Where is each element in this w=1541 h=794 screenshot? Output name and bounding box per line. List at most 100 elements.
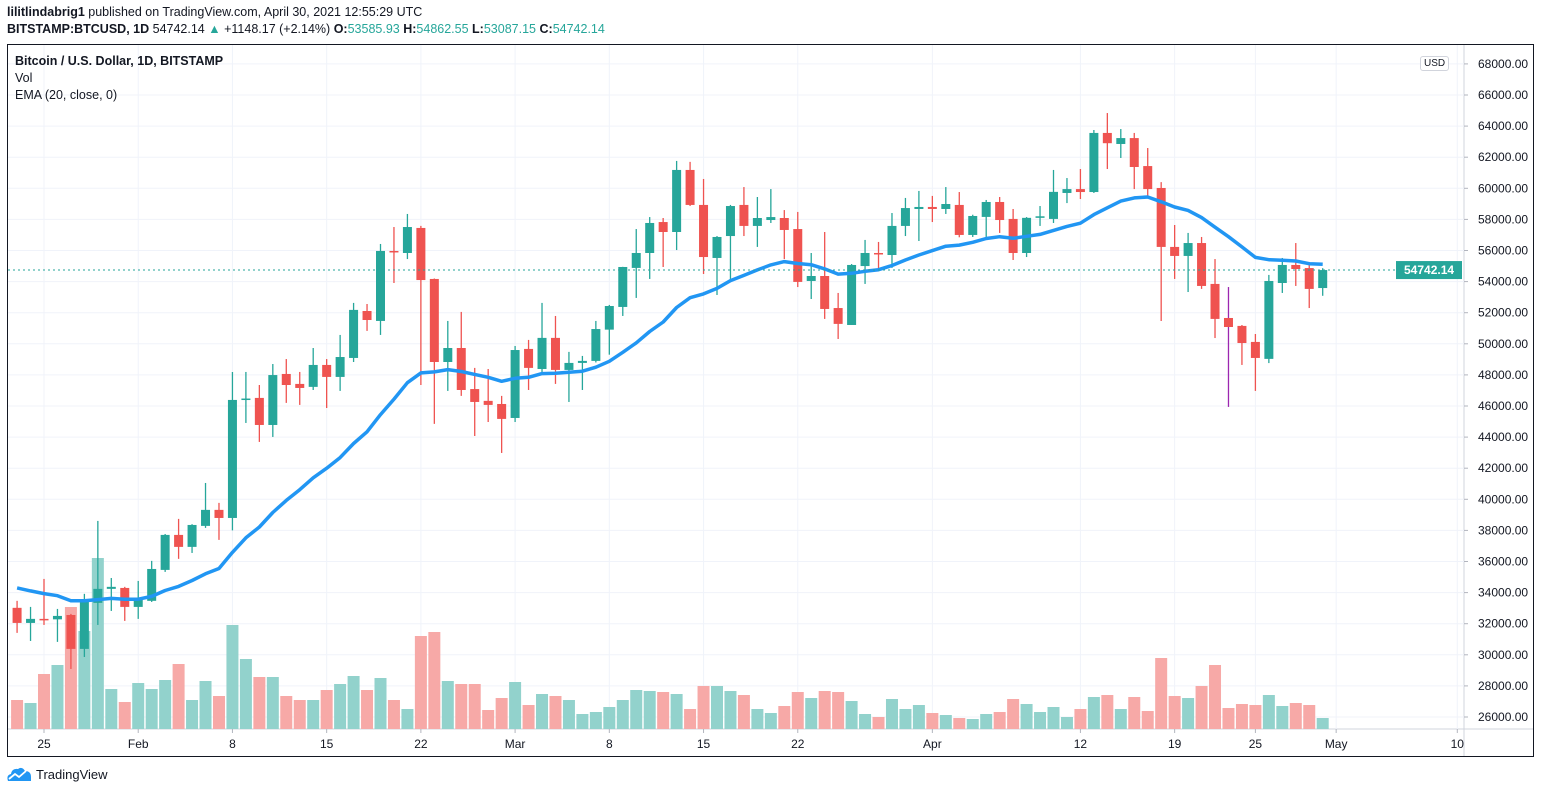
volume-bar	[1007, 699, 1020, 729]
candle-body	[672, 169, 682, 232]
volume-bar	[872, 717, 885, 729]
price-tick-label: 52000.00	[1478, 306, 1528, 320]
candle-body	[483, 400, 493, 405]
volume-bar	[212, 696, 225, 729]
time-axis[interactable]: 25 Feb 8 15 22 Mar 8 15 22 Apr 12 19 25 May 10	[37, 729, 1464, 751]
volume-bar	[1060, 717, 1073, 729]
candle-body	[685, 169, 695, 205]
volume-bar	[455, 684, 468, 729]
volume-bar	[1047, 707, 1060, 729]
volume-bar	[105, 689, 118, 729]
volume-bar	[791, 692, 804, 729]
price-tick-label: 44000.00	[1478, 430, 1528, 444]
volume-bar	[1101, 695, 1114, 729]
candle-body	[402, 227, 412, 253]
candle-body	[1089, 132, 1099, 193]
candle-body	[699, 204, 709, 258]
tradingview-logo[interactable]: TradingView	[6, 766, 108, 782]
candle-body	[443, 347, 453, 362]
price-tick-label: 48000.00	[1478, 368, 1528, 382]
legend-ema[interactable]: EMA (20, close, 0)	[15, 88, 118, 102]
volume-bar	[832, 692, 845, 729]
price-tick-label: 56000.00	[1478, 244, 1528, 258]
candle-body	[618, 266, 628, 307]
price-tick-label: 58000.00	[1478, 212, 1528, 226]
time-tick-label: 15	[697, 737, 711, 751]
volume-bar	[172, 664, 185, 729]
candle-body	[510, 350, 520, 418]
price-tick-label: 64000.00	[1478, 119, 1528, 133]
candle-body	[456, 347, 466, 390]
price-tick-label: 68000.00	[1478, 57, 1528, 71]
volume-bar	[993, 712, 1006, 729]
volume-bar	[589, 712, 602, 729]
price-tick-label: 42000.00	[1478, 461, 1528, 475]
time-tick-label: Apr	[923, 737, 942, 751]
candle-body	[133, 599, 143, 607]
symbol-label: BITSTAMP:BTCUSD, 1D	[7, 22, 150, 36]
candle-body	[833, 308, 843, 324]
volume-bar	[239, 659, 252, 729]
volume-bar	[361, 690, 374, 729]
volume-bar	[509, 682, 522, 729]
candle-body	[766, 217, 776, 221]
candle-body	[1210, 283, 1220, 319]
time-tick-label: 10	[1451, 737, 1465, 751]
candle-body	[941, 204, 951, 209]
candle-body	[214, 509, 224, 518]
candle-body	[429, 278, 439, 362]
candle-body	[79, 599, 89, 649]
candle-body	[1156, 187, 1166, 247]
volume-bar	[805, 698, 818, 729]
volume-bar	[1289, 703, 1302, 729]
candle-body	[254, 397, 264, 425]
candle-body	[1223, 317, 1233, 328]
volume-bar	[751, 709, 764, 729]
volume-bar	[1074, 709, 1087, 729]
volume-bar	[495, 698, 508, 729]
volume-bar	[159, 680, 172, 729]
volume-bar	[980, 714, 993, 729]
time-tick-label: Feb	[128, 737, 149, 751]
candle-body	[1102, 132, 1112, 144]
candle-body	[793, 229, 803, 282]
candle-body	[497, 403, 507, 419]
volume-bar	[1276, 706, 1289, 729]
volume-bar	[1195, 686, 1208, 729]
volume-bar	[939, 715, 952, 729]
candle-body	[524, 348, 534, 368]
candle-body	[187, 524, 197, 547]
candle-body	[1143, 166, 1153, 190]
last-price: 54742.14	[152, 22, 205, 36]
candle-body	[93, 588, 103, 603]
legend-volume[interactable]: Vol	[15, 71, 33, 85]
volume-bar	[670, 694, 683, 729]
last-price-badge-text: 54742.14	[1404, 263, 1454, 277]
candle-body	[295, 383, 305, 388]
volume-bar	[522, 705, 535, 729]
author-name[interactable]: lilitlindabrig1	[7, 5, 85, 19]
candle-body	[1318, 270, 1328, 289]
candle-body	[995, 201, 1005, 221]
volume-bar	[1249, 705, 1262, 729]
volume-bar	[1303, 705, 1316, 729]
currency-badge[interactable]: USD	[1420, 56, 1450, 71]
candle-body	[174, 534, 184, 547]
volume-bar	[1020, 704, 1033, 729]
volume-bar	[684, 709, 697, 729]
volume-bar	[401, 709, 414, 729]
time-tick-label: 8	[229, 737, 236, 751]
volume-bar	[912, 705, 925, 729]
time-tick-label: 12	[1074, 737, 1088, 751]
candle-body	[1237, 325, 1247, 344]
candle-body	[1291, 264, 1301, 270]
volume-bar	[562, 700, 575, 729]
price-tick-label: 50000.00	[1478, 337, 1528, 351]
volume-bar	[1034, 712, 1047, 729]
price-axis[interactable]: 68000.00 66000.00 64000.00 62000.00 60000.00…	[1464, 57, 1528, 724]
volume-bar	[630, 690, 643, 729]
candle-body	[1129, 138, 1139, 167]
volume-bar	[441, 681, 454, 729]
volume-bar	[697, 686, 710, 729]
